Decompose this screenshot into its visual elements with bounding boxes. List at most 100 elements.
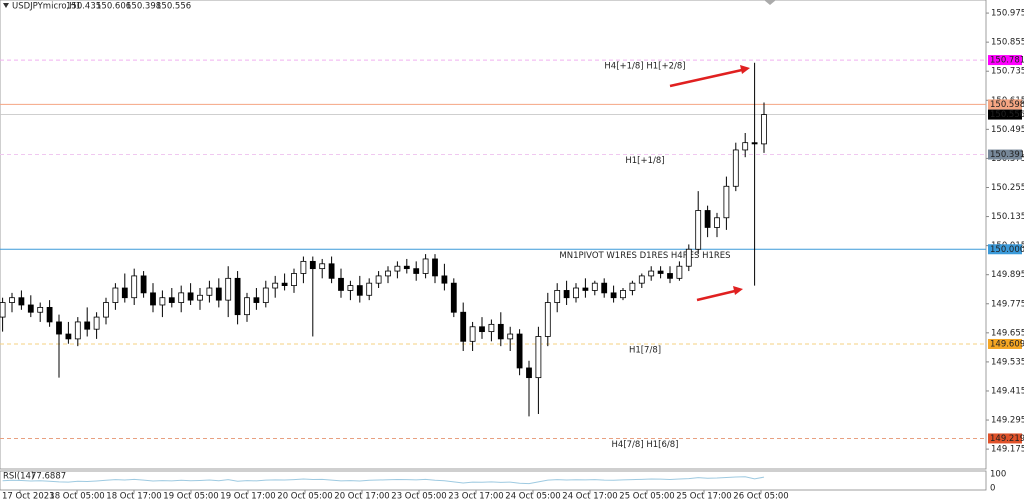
candle-body xyxy=(488,323,495,333)
candle-body xyxy=(695,210,702,250)
candle-body xyxy=(366,282,373,296)
candle-body xyxy=(9,297,15,303)
candle-body xyxy=(93,316,100,330)
candle-body xyxy=(18,297,25,306)
candle-body xyxy=(648,270,655,277)
rsi-label: RSI(14) xyxy=(3,472,34,482)
candle-body xyxy=(685,248,692,267)
price-label: 149.609 xyxy=(990,339,1024,349)
rsi-frame xyxy=(0,470,987,491)
candle-body xyxy=(328,263,335,279)
x-tick-label: 18 Oct 17:00 xyxy=(106,492,161,501)
x-tick-label: 17 Oct 2023 xyxy=(2,492,55,501)
candle-body xyxy=(159,297,166,306)
candle-body xyxy=(469,326,476,342)
header-price: 150.606 xyxy=(96,2,131,12)
candle-body xyxy=(215,287,222,301)
x-tick-label: 20 Oct 05:00 xyxy=(277,492,332,501)
candle-body xyxy=(46,306,53,323)
candle-body xyxy=(65,333,72,340)
candle-body xyxy=(291,273,297,286)
x-tick-label: 23 Oct 17:00 xyxy=(448,492,503,501)
candle-body xyxy=(187,292,194,301)
header-price: 150.556 xyxy=(156,2,191,12)
candle-body xyxy=(638,275,645,284)
plot-frame xyxy=(0,0,987,470)
candle-body xyxy=(441,275,448,284)
candle-body xyxy=(422,258,429,274)
candle-body xyxy=(714,217,720,228)
candle-body xyxy=(309,260,316,270)
header-price: 150.435 xyxy=(66,2,101,12)
rsi-line xyxy=(2,476,765,485)
candle-body xyxy=(121,287,128,299)
shift-marker xyxy=(764,0,776,5)
candle-body xyxy=(338,277,344,291)
candle-body xyxy=(253,297,260,303)
candle-body xyxy=(234,277,241,316)
candle-body xyxy=(37,306,44,313)
candle-body xyxy=(375,275,382,284)
candle-body xyxy=(319,263,326,270)
y-tick-label: 149.775 xyxy=(991,299,1024,309)
candle-body xyxy=(0,302,6,318)
level-label: H1[+1/8] xyxy=(625,156,664,166)
candle-body xyxy=(74,321,81,340)
candle-body xyxy=(610,292,617,299)
price-label: 150.556 xyxy=(990,110,1024,120)
price-label: 150.781 xyxy=(990,56,1024,66)
candle-body xyxy=(450,282,457,313)
price-label: 150.000 xyxy=(990,245,1024,255)
candle-body xyxy=(178,292,185,303)
candle-body xyxy=(629,282,636,291)
price-label-box xyxy=(988,149,1022,160)
candle-body xyxy=(479,326,485,333)
candle-body xyxy=(497,323,504,340)
candle-body xyxy=(225,277,232,301)
candle-body xyxy=(131,275,138,299)
y-tick-label: 149.415 xyxy=(991,386,1024,396)
candle-body xyxy=(394,265,401,272)
candle-body xyxy=(460,311,467,342)
candle-body xyxy=(676,265,683,279)
symbol: USDJPYmicro,H1 xyxy=(12,2,81,12)
candle-body xyxy=(281,282,288,286)
candle-body xyxy=(516,333,523,369)
price-label-box xyxy=(988,109,1022,120)
candle-body xyxy=(356,285,363,296)
price-label-box xyxy=(988,338,1022,349)
price-label: 150.598 xyxy=(990,100,1024,110)
y-tick-label: 149.295 xyxy=(991,416,1024,426)
candle-body xyxy=(526,367,532,379)
y-tick-label: 150.255 xyxy=(991,183,1024,193)
candle-body xyxy=(112,287,119,303)
price-label: 150.391 xyxy=(990,150,1024,160)
rsi-value: 77.6887 xyxy=(31,472,66,482)
x-tick-label: 19 Oct 05:00 xyxy=(163,492,218,501)
x-tick-label: 26 Oct 05:00 xyxy=(733,492,788,501)
arrows xyxy=(669,65,750,302)
price-label-box xyxy=(988,244,1022,255)
candle-body xyxy=(620,290,626,299)
candle-body xyxy=(168,297,175,303)
candle-body xyxy=(742,142,749,151)
candle-body xyxy=(103,302,109,318)
candle-body xyxy=(582,287,589,291)
x-tick-label: 23 Oct 05:00 xyxy=(391,492,446,501)
candle-body xyxy=(732,149,739,187)
candle-body xyxy=(563,290,570,299)
candle-body xyxy=(244,297,250,316)
x-tick-label: 19 Oct 17:00 xyxy=(220,492,275,501)
level-label: H4[+1/8] H1[+2/8] xyxy=(604,62,685,72)
x-tick-label: 24 Oct 05:00 xyxy=(505,492,560,501)
candle-body xyxy=(591,282,598,291)
candle-body xyxy=(150,292,156,306)
x-tick-label: 20 Oct 17:00 xyxy=(334,492,389,501)
candle-body xyxy=(507,333,514,340)
candle-body xyxy=(657,270,664,274)
candle-body xyxy=(27,304,34,313)
price-label-box xyxy=(988,433,1022,444)
menu-marker xyxy=(3,3,9,8)
y-tick-label: 150.495 xyxy=(991,125,1024,135)
